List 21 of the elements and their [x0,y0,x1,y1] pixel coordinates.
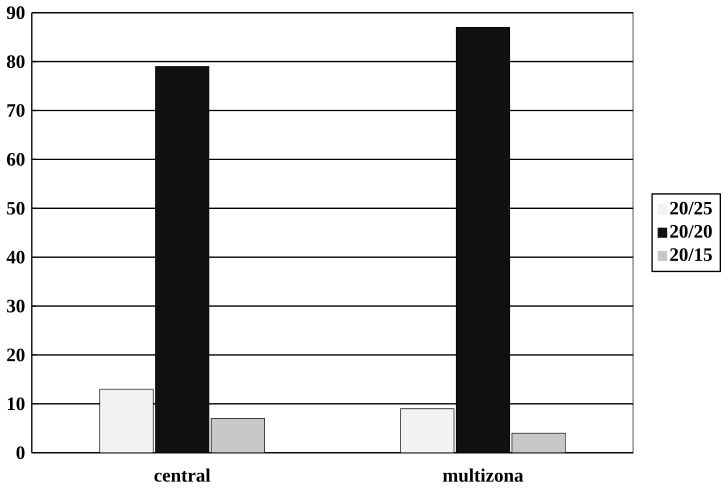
bar [155,66,210,453]
bar [456,26,510,453]
legend-label: 20/20 [670,224,712,238]
y-tick-label: 60 [6,152,25,166]
y-tick-label: 40 [6,250,25,264]
y-tick-label: 30 [7,300,25,312]
x-tick-label: central [154,468,210,482]
bar [210,418,265,453]
y-tick-label: 90 [6,6,25,20]
bar [512,432,566,453]
bar [400,408,454,453]
y-tick-label: 50 [7,202,25,215]
legend-label: 20/15 [670,248,712,261]
y-tick-label: 20 [7,348,25,362]
y-tick-label: 0 [16,446,25,460]
legend-label: 20/25 [670,202,712,214]
y-tick-label: 10 [8,397,25,410]
y-tick-label: 70 [7,104,25,117]
y-tick-label: 80 [6,55,25,68]
bar [99,388,154,453]
x-tick-label: multizona [442,468,524,482]
